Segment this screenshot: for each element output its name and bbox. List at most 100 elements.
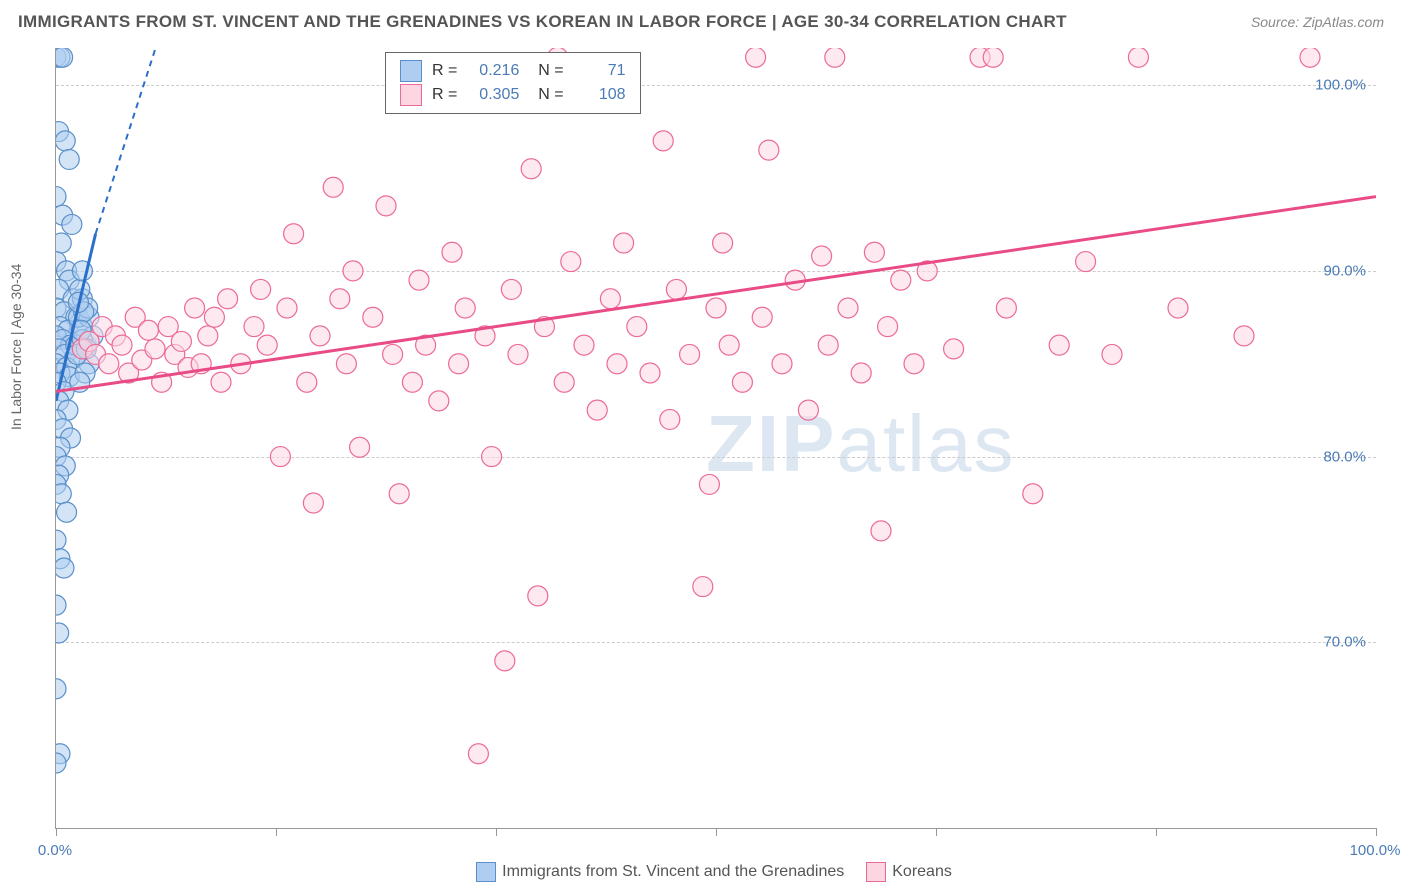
x-tick <box>276 828 277 836</box>
data-point <box>211 372 231 392</box>
x-tick <box>496 828 497 836</box>
data-point <box>270 447 290 467</box>
data-point <box>330 289 350 309</box>
scatter-svg <box>56 48 1376 828</box>
data-point <box>56 187 66 207</box>
data-point <box>171 331 191 351</box>
data-point <box>284 224 304 244</box>
legend-swatch <box>476 862 496 882</box>
data-point <box>944 339 964 359</box>
data-point <box>627 317 647 337</box>
data-point <box>56 233 71 253</box>
data-point <box>554 372 574 392</box>
x-tick <box>1376 828 1377 836</box>
data-point <box>1049 335 1069 355</box>
legend-label: Immigrants from St. Vincent and the Gren… <box>502 863 844 880</box>
data-point <box>653 131 673 151</box>
data-point <box>204 307 224 327</box>
data-point <box>56 679 66 699</box>
data-point <box>713 233 733 253</box>
data-point <box>310 326 330 346</box>
data-point <box>62 214 82 234</box>
data-point <box>798 400 818 420</box>
trend-line-dashed <box>96 48 162 234</box>
data-point <box>455 298 475 318</box>
data-point <box>838 298 858 318</box>
data-point <box>574 335 594 355</box>
data-point <box>752 307 772 327</box>
data-point <box>693 577 713 597</box>
data-point <box>1168 298 1188 318</box>
data-point <box>666 279 686 299</box>
data-point <box>57 502 77 522</box>
source-credit: Source: ZipAtlas.com <box>1251 14 1384 30</box>
x-tick <box>936 828 937 836</box>
data-point <box>138 320 158 340</box>
legend-swatch <box>866 862 886 882</box>
data-point <box>1234 326 1254 346</box>
data-point <box>251 279 271 299</box>
data-point <box>336 354 356 374</box>
data-point <box>112 335 132 355</box>
data-point <box>145 339 165 359</box>
data-point <box>218 289 238 309</box>
data-point <box>56 623 69 643</box>
data-point <box>389 484 409 504</box>
data-point <box>983 48 1003 67</box>
legend-swatch <box>400 84 422 106</box>
data-point <box>56 530 66 550</box>
y-axis-label: In Labor Force | Age 30-34 <box>8 264 24 430</box>
data-point <box>56 484 71 504</box>
data-point <box>732 372 752 392</box>
legend-row: R =0.216 N =71 <box>400 59 626 83</box>
data-point <box>706 298 726 318</box>
chart-title: IMMIGRANTS FROM ST. VINCENT AND THE GREN… <box>18 12 1067 32</box>
data-point <box>699 474 719 494</box>
data-point <box>56 595 66 615</box>
data-point <box>1102 344 1122 364</box>
data-point <box>528 586 548 606</box>
data-point <box>56 558 74 578</box>
data-point <box>297 372 317 392</box>
data-point <box>429 391 449 411</box>
data-point <box>851 363 871 383</box>
data-point <box>495 651 515 671</box>
data-point <box>759 140 779 160</box>
data-point <box>1023 484 1043 504</box>
data-point <box>864 242 884 262</box>
data-point <box>244 317 264 337</box>
data-point <box>904 354 924 374</box>
data-point <box>501 279 521 299</box>
data-point <box>56 131 75 151</box>
x-tick <box>56 828 57 836</box>
data-point <box>587 400 607 420</box>
data-point <box>56 48 73 67</box>
data-point <box>409 270 429 290</box>
data-point <box>350 437 370 457</box>
data-point <box>640 363 660 383</box>
data-point <box>277 298 297 318</box>
x-tick <box>716 828 717 836</box>
data-point <box>818 335 838 355</box>
legend-swatch <box>400 60 422 82</box>
data-point <box>521 159 541 179</box>
data-point <box>891 270 911 290</box>
data-point <box>508 344 528 364</box>
data-point <box>680 344 700 364</box>
data-point <box>343 261 363 281</box>
data-point <box>1128 48 1148 67</box>
data-point <box>1076 252 1096 272</box>
legend-row: R =0.305 N =108 <box>400 83 626 107</box>
data-point <box>99 354 119 374</box>
data-point <box>996 298 1016 318</box>
plot-area: ZIPatlas 70.0%80.0%90.0%100.0% <box>55 48 1376 829</box>
data-point <box>402 372 422 392</box>
data-point <box>878 317 898 337</box>
legend-correlation: R =0.216 N =71R =0.305 N =108 <box>385 52 641 114</box>
data-point <box>746 48 766 67</box>
data-point <box>1300 48 1320 67</box>
data-point <box>323 177 343 197</box>
data-point <box>871 521 891 541</box>
data-point <box>383 344 403 364</box>
data-point <box>825 48 845 67</box>
